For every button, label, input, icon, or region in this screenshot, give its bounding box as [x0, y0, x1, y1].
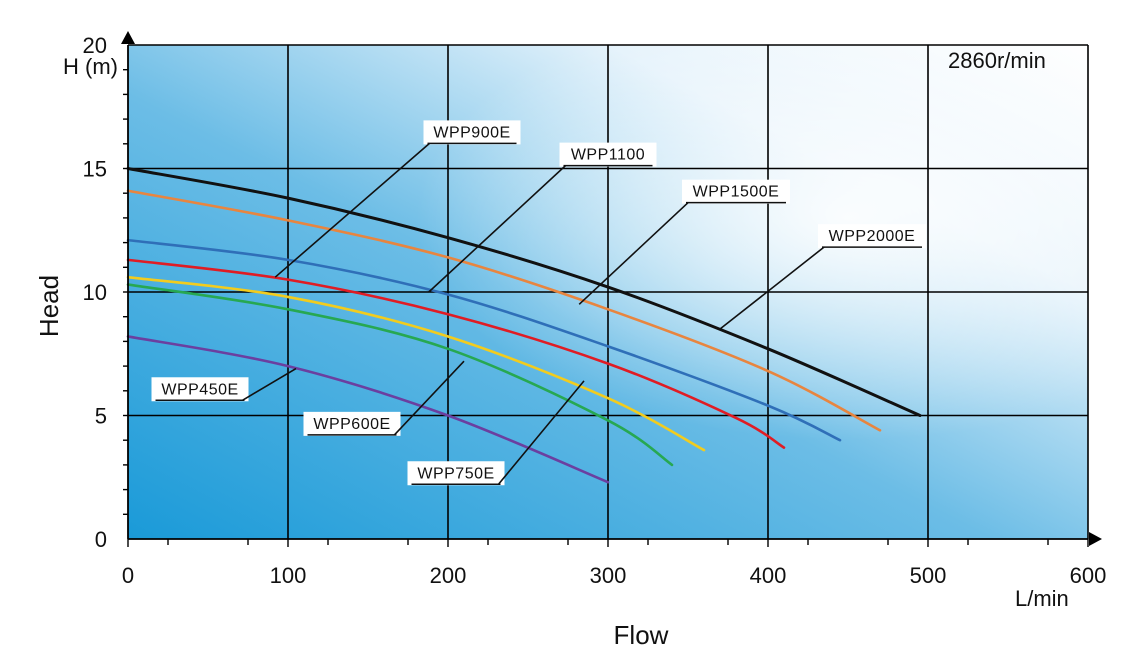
callout-box: [559, 142, 657, 167]
y-tick-label: 15: [83, 157, 107, 182]
callout-label: WPP1100: [571, 147, 645, 164]
series-line-wpp1500e: [126, 189, 882, 432]
series-line-wpp450e: [126, 335, 610, 484]
callout-leader: [719, 246, 825, 330]
x-axis-title: Flow: [614, 620, 669, 650]
callout-wpp450e: WPP450E: [151, 367, 297, 402]
series-line-wpp2000e: [126, 167, 922, 417]
callout-label: WPP600E: [313, 416, 390, 433]
callout-box: [407, 461, 505, 486]
series-line-wpp900e: [126, 258, 786, 449]
callout-leader: [497, 380, 585, 485]
y-unit-label: H (m): [63, 54, 118, 79]
callout-box: [423, 120, 521, 145]
callout-wpp600e: WPP600E: [303, 360, 465, 436]
callout-leader: [393, 360, 465, 436]
series-group: [126, 167, 922, 484]
callout-label: WPP1500E: [693, 184, 780, 201]
callout-wpp1500e: WPP1500E: [578, 179, 790, 305]
tick-labels: 0 100 200 300 400 500 600 0 5 10 15 20: [83, 33, 1107, 588]
callout-box: [303, 411, 401, 436]
x-tick-label: 100: [270, 563, 307, 588]
series-line-wpp750e: [126, 275, 706, 452]
series-line-wpp1100: [126, 238, 842, 442]
y-axis-arrow-icon: [121, 31, 135, 44]
axes: [121, 31, 1102, 547]
x-tick-label: 600: [1070, 563, 1107, 588]
callout-box: [818, 224, 926, 249]
series-line-wpp600e: [126, 283, 674, 467]
grid-lines: [128, 44, 1089, 539]
y-tick-label: 20: [83, 33, 107, 58]
callout-label: WPP900E: [433, 124, 510, 141]
callout-wpp2000e: WPP2000E: [719, 224, 926, 330]
y-tick-label: 0: [95, 527, 107, 552]
x-tick-label: 500: [910, 563, 947, 588]
x-tick-label: 400: [750, 563, 787, 588]
x-tick-label: 200: [430, 563, 467, 588]
x-axis-arrow-icon: [1089, 532, 1102, 546]
speed-note: 2860r/min: [948, 48, 1046, 73]
x-tick-label: 0: [122, 563, 134, 588]
callout-leader: [274, 142, 431, 278]
callout-wpp900e: WPP900E: [274, 120, 521, 278]
callout-box: [682, 179, 790, 204]
callout-box: [151, 377, 249, 402]
callout-label: WPP2000E: [829, 228, 916, 245]
callout-label: WPP750E: [417, 465, 494, 482]
y-tick-label: 10: [83, 280, 107, 305]
callout-label: WPP450E: [161, 381, 238, 398]
callout-leader: [242, 367, 297, 401]
y-tick-label: 5: [95, 404, 107, 429]
y-axis-title: Head: [34, 275, 64, 337]
callout-leader: [578, 202, 689, 305]
callout-wpp1100: WPP1100: [428, 142, 657, 293]
callout-group: WPP900E WPP1100 WPP1500E WPP2000E WPP450E WPP…: [151, 120, 926, 486]
callout-leader: [428, 165, 567, 293]
x-tick-label: 300: [590, 563, 627, 588]
x-unit-label: L/min: [1015, 586, 1069, 611]
callout-wpp750e: WPP750E: [407, 380, 585, 486]
